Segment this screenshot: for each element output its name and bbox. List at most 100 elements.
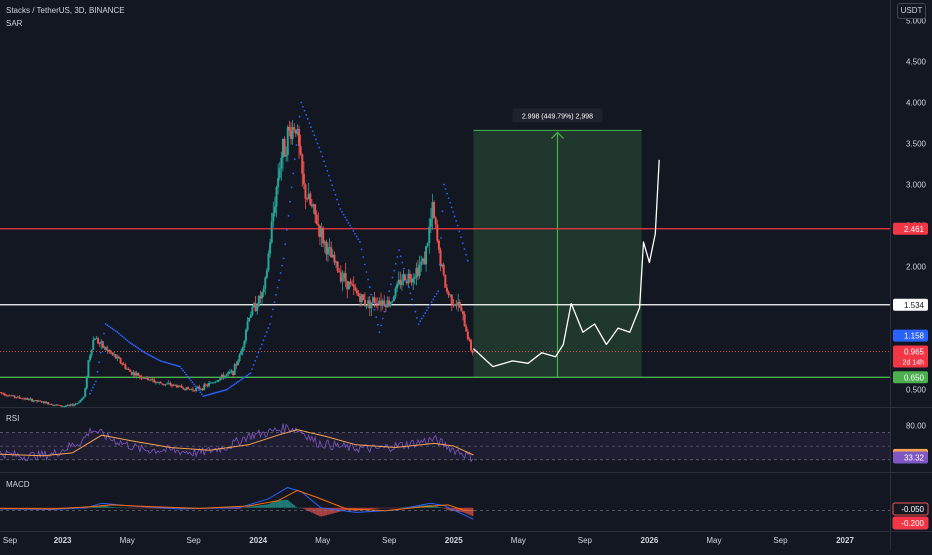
- candle-body: [183, 388, 186, 391]
- candle-body: [373, 297, 376, 304]
- price-marker-sub: 2d 14h: [903, 359, 925, 366]
- candle-body: [312, 204, 315, 207]
- sar-dot: [329, 179, 332, 182]
- candle-body: [449, 294, 452, 296]
- sar-dot: [297, 129, 299, 132]
- candle-body: [370, 302, 373, 309]
- macd-histogram-bar: [283, 499, 286, 508]
- macd-histogram-bar: [248, 506, 250, 508]
- sar-dot: [269, 323, 271, 325]
- macd-histogram-bar: [433, 505, 435, 508]
- macd-histogram-bar: [153, 507, 156, 509]
- macd-histogram-bar: [18, 507, 21, 509]
- sar-dot: [232, 384, 235, 387]
- candle-body: [77, 402, 80, 404]
- sar-dot: [420, 317, 423, 320]
- macd-histogram-bar: [303, 507, 305, 509]
- candle-body: [150, 379, 153, 381]
- candle-body: [117, 356, 120, 359]
- candle-body: [50, 403, 53, 405]
- macd-histogram-bar: [57, 507, 59, 509]
- macd-histogram-bar: [89, 507, 91, 509]
- rsi-ma-line: [0, 429, 474, 457]
- candle-body: [241, 346, 244, 352]
- candle-body: [219, 378, 222, 380]
- macd-histogram-bar: [454, 507, 456, 512]
- candle-body: [320, 227, 323, 237]
- sar-dot: [186, 375, 189, 378]
- sar-dot: [337, 203, 340, 206]
- macd-histogram-bar: [156, 507, 159, 509]
- candle-body: [154, 382, 157, 384]
- candle-body: [347, 281, 350, 290]
- candle-body: [336, 261, 339, 271]
- macd-histogram-bar: [150, 507, 152, 509]
- sar-dot: [101, 342, 104, 345]
- macd-histogram-bar: [323, 507, 326, 516]
- candle-body: [220, 374, 223, 379]
- macd-histogram-bar: [295, 506, 297, 508]
- sar-dot: [121, 335, 124, 338]
- price-marker-label: 1.158: [904, 332, 925, 341]
- sar-dot: [94, 380, 97, 383]
- sar-dot: [260, 343, 263, 346]
- sar-dot: [174, 364, 176, 367]
- level-badge-label: 0.650: [904, 373, 925, 382]
- sar-dot: [224, 389, 227, 391]
- sar-dot: [162, 360, 165, 363]
- sar-dot: [375, 316, 378, 319]
- candle-body: [248, 317, 251, 322]
- candle-body: [286, 126, 289, 155]
- candle-body: [31, 398, 34, 402]
- sar-dot: [99, 351, 102, 354]
- macd-histogram-bar: [320, 507, 323, 517]
- sar-dot: [391, 276, 394, 279]
- candle-body: [265, 270, 268, 278]
- candle-body: [8, 395, 11, 397]
- macd-histogram-bar: [240, 507, 242, 509]
- candle-body: [34, 400, 37, 401]
- candle-body: [240, 351, 243, 355]
- macd-histogram-bar: [299, 507, 302, 509]
- sar-dot: [438, 263, 441, 266]
- currency-button[interactable]: USDT: [897, 3, 926, 19]
- macd-histogram-bar: [50, 507, 53, 509]
- candle-body: [140, 376, 143, 379]
- candle-body: [190, 389, 193, 391]
- candle-body: [71, 404, 74, 406]
- sar-dot: [243, 376, 246, 379]
- sar-dot: [373, 308, 376, 311]
- sar-dot: [427, 306, 430, 309]
- sar-dot: [453, 215, 456, 218]
- sar-dot: [311, 130, 314, 133]
- candle-body: [351, 283, 354, 285]
- macd-histogram-bar: [235, 507, 238, 509]
- macd-histogram-bar: [307, 507, 310, 512]
- candle-body: [87, 360, 90, 377]
- sar-dot: [419, 320, 422, 323]
- candle-body: [418, 264, 421, 277]
- candle-body: [322, 227, 325, 244]
- time-tick-label: May: [511, 536, 526, 545]
- macd-histogram-bar: [282, 499, 284, 508]
- level-badge: [893, 298, 928, 311]
- macd-histogram-bar: [243, 507, 246, 509]
- sar-dot: [210, 393, 213, 395]
- sar-dot: [92, 386, 94, 389]
- candle-body: [359, 296, 362, 302]
- macd-histogram-bar: [455, 507, 458, 512]
- macd-histogram-bar: [322, 507, 324, 517]
- candle-body: [74, 403, 77, 405]
- macd-histogram-bar: [36, 507, 38, 509]
- candle-body: [7, 395, 10, 397]
- sar-dot: [175, 364, 178, 367]
- sar-dot: [229, 386, 231, 389]
- candle-body: [214, 381, 217, 383]
- sar-dot: [385, 303, 387, 306]
- candle-body: [315, 214, 318, 224]
- candle-body: [119, 358, 122, 364]
- candle-body: [450, 294, 453, 305]
- candle-body: [55, 404, 58, 406]
